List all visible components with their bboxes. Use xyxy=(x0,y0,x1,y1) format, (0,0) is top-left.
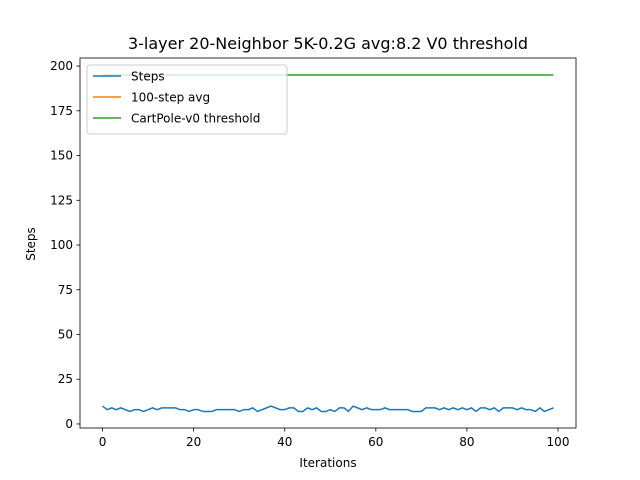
x-tick-label: 100 xyxy=(547,435,570,449)
y-tick-label: 150 xyxy=(50,149,73,163)
y-tick-label: 75 xyxy=(58,283,73,297)
series-line-0 xyxy=(102,405,554,413)
x-tick-label: 40 xyxy=(277,435,292,449)
legend-label-1: 100-step avg xyxy=(131,91,210,105)
y-tick-label: 100 xyxy=(50,238,73,252)
y-tick-label: 175 xyxy=(50,104,73,118)
x-axis-label: Iterations xyxy=(299,456,356,470)
legend-label-0: Steps xyxy=(131,70,165,84)
y-tick-label: 200 xyxy=(50,59,73,73)
y-tick-label: 125 xyxy=(50,193,73,207)
chart-title: 3-layer 20-Neighbor 5K-0.2G avg:8.2 V0 t… xyxy=(128,34,528,53)
legend-label-2: CartPole-v0 threshold xyxy=(131,112,260,126)
x-tick-label: 60 xyxy=(368,435,383,449)
x-tick-label: 20 xyxy=(186,435,201,449)
legend-box xyxy=(86,64,288,135)
plot-area: 0 20 40 60 80 100 0 25 50 75 100 125 150 175 200 xyxy=(50,57,577,449)
axes-frame xyxy=(79,57,577,429)
x-tick-label: 0 xyxy=(99,435,107,449)
x-tick-label: 80 xyxy=(459,435,474,449)
y-tick-label: 25 xyxy=(58,372,73,386)
y-tick-label: 0 xyxy=(65,417,73,431)
y-tick-label: 50 xyxy=(58,327,73,341)
y-axis-label: Steps xyxy=(24,227,38,261)
legend: Steps 100-step avg CartPole-v0 threshold xyxy=(86,64,288,135)
